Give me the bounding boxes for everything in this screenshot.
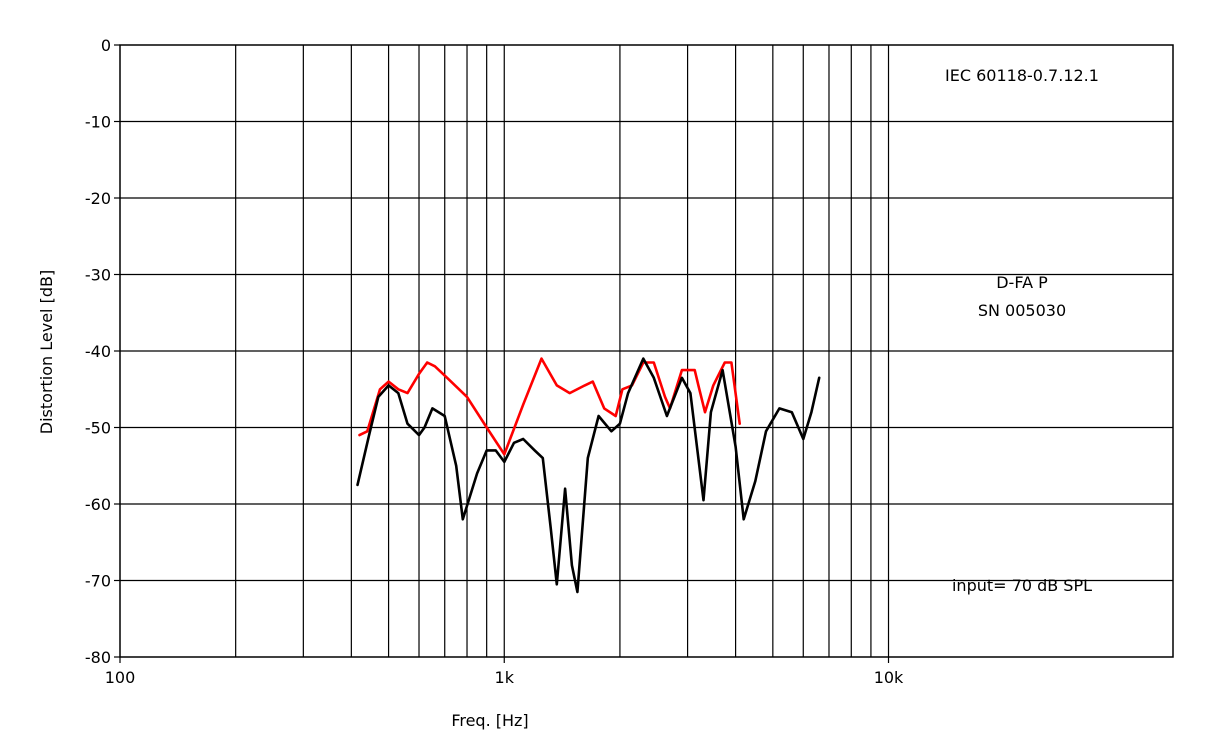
standard-label: IEC 60118-0.7.12.1	[945, 66, 1099, 85]
x-axis: 100 1k 10k	[105, 657, 904, 687]
y-axis: 0 -10 -20 -30 -40 -50 -60 -70 -80	[85, 36, 120, 667]
grid	[120, 45, 1173, 657]
x-axis-title: Freq. [Hz]	[451, 711, 528, 730]
y-tick-label: -60	[85, 495, 111, 514]
series-layer	[356, 357, 821, 594]
x-tick-label: 1k	[495, 668, 515, 687]
y-tick-label: -70	[85, 572, 111, 591]
y-axis-title: Distortion Level [dB]	[37, 270, 56, 434]
y-tick-label: -40	[85, 342, 111, 361]
x-tick-label: 100	[105, 668, 136, 687]
y-tick-label: 0	[101, 36, 111, 55]
y-tick-label: -20	[85, 189, 111, 208]
series-line-black	[356, 357, 821, 594]
x-tick-label: 10k	[874, 668, 904, 687]
input-level-label: input= 70 dB SPL	[952, 576, 1092, 595]
y-tick-label: -30	[85, 266, 111, 285]
serial-label: SN 005030	[978, 301, 1066, 320]
y-tick-label: -80	[85, 648, 111, 667]
y-tick-label: -50	[85, 419, 111, 438]
model-label: D-FA P	[996, 273, 1048, 292]
series-line-red	[358, 357, 742, 456]
y-tick-label: -10	[85, 113, 111, 132]
